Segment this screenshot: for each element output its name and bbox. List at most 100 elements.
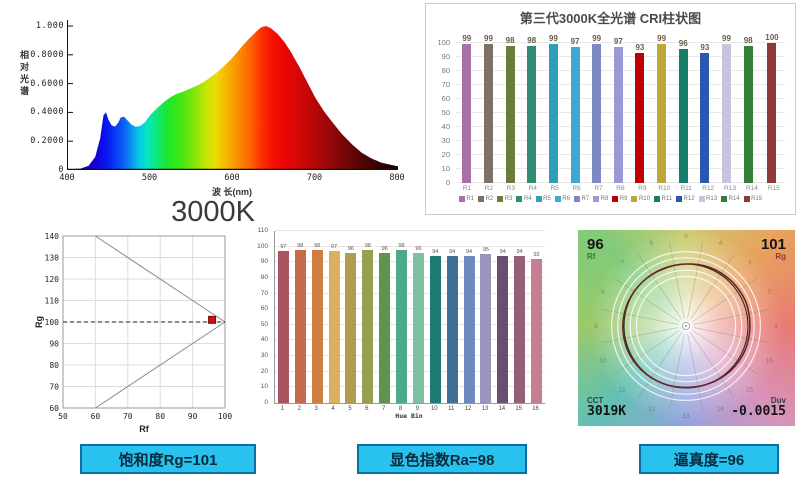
bar bbox=[613, 47, 623, 183]
hue-bin-spoke bbox=[614, 330, 680, 375]
lcf-y-ticks: 0 10 20 30 40 50 60 70 80 90 100 110 bbox=[253, 227, 271, 406]
y-tick-label: 1.000 bbox=[35, 21, 64, 31]
bar-value-label: 99 bbox=[657, 34, 667, 44]
hue-bin-number: 16 bbox=[766, 357, 774, 364]
bar-value-label: 98 bbox=[527, 35, 537, 45]
legend-item: R4 bbox=[516, 196, 532, 202]
bar-column: 98 bbox=[311, 243, 323, 403]
legend-label: R13 bbox=[706, 196, 718, 202]
scale-ring bbox=[617, 257, 755, 395]
bar-column: 96 bbox=[345, 245, 357, 403]
cct-readout: CCT 3019K bbox=[587, 395, 626, 419]
gridline bbox=[275, 323, 545, 325]
hue-bin-spoke bbox=[692, 330, 758, 375]
x-tick-label: 70 bbox=[123, 412, 133, 421]
hue-bin-spoke bbox=[693, 308, 771, 325]
bar bbox=[379, 252, 391, 403]
hue-bin-number: 10 bbox=[599, 357, 607, 364]
hue-bin-number: 4 bbox=[719, 240, 723, 247]
y-axis-label: Rg bbox=[34, 316, 44, 328]
bar-value-label: 99 bbox=[592, 34, 602, 44]
rg-label: Rg bbox=[775, 251, 786, 261]
bar bbox=[480, 254, 492, 403]
bar-column: 99 bbox=[462, 34, 472, 183]
x-tick-label: R3 bbox=[506, 185, 515, 192]
hue-bin-number: 12 bbox=[648, 406, 656, 413]
y-tick-label: 130 bbox=[45, 254, 60, 263]
cri-chart-title: 第三代3000K全光谱 CRI柱状图 bbox=[519, 11, 702, 26]
x-tick-label: R11 bbox=[680, 185, 692, 192]
legend-label: R9 bbox=[619, 196, 628, 202]
bar-column: 98 bbox=[505, 36, 515, 183]
spectrum-chart: 相对光谱 0 0.2000 0.4000 0.6000 0.8000 1.000 400 5… bbox=[12, 6, 414, 228]
bar-value-label: 96 bbox=[347, 245, 354, 252]
bar-value-label: 99 bbox=[462, 34, 472, 44]
rf-rg-scatter-chart: 60 70 80 90 100 110 120 130 140 50 60 70 80 90 100 Rg Rf bbox=[33, 230, 241, 438]
cri-plot-body: 0 10 20 30 40 50 60 70 80 90 100 99 99 98 98 99 97 99 97 9… bbox=[437, 33, 785, 187]
y-tick-label: 0 bbox=[58, 165, 64, 175]
rf-readout: 96 Rf bbox=[587, 237, 604, 261]
x-tick-label: R6 bbox=[572, 185, 581, 192]
lcf-plot-area: 0 10 20 30 40 50 60 70 80 90 100 110 97 98 98 97 96 98 96… bbox=[257, 227, 545, 406]
bar bbox=[570, 47, 580, 183]
legend-swatch bbox=[721, 196, 728, 202]
bar bbox=[514, 256, 526, 403]
gridline bbox=[275, 370, 545, 372]
y-tick-label: 40 bbox=[260, 336, 268, 344]
hue-bin-spoke bbox=[668, 241, 685, 319]
spectrum-area bbox=[68, 26, 398, 170]
bar bbox=[362, 249, 374, 403]
y-tick-label: 110 bbox=[257, 227, 268, 234]
bar-column: 97 bbox=[613, 37, 623, 183]
bar-column: 92 bbox=[531, 252, 543, 403]
x-tick-label: 50 bbox=[58, 412, 68, 421]
lcf-x-labels: 1 2 3 4 5 6 7 8 9 10 11 12 13 14 15 16 bbox=[274, 406, 544, 412]
caption-fidelity: 逼真度=96 bbox=[639, 444, 779, 474]
scale-ring bbox=[629, 269, 743, 383]
cri-plot-area: 0 10 20 30 40 50 60 70 80 90 100 99 99 98 98 99 97 99 97 9… bbox=[437, 33, 785, 187]
hue-bin-number: 5 bbox=[684, 233, 688, 240]
bar bbox=[722, 44, 731, 183]
gridline bbox=[275, 261, 545, 263]
legend-item: R8 bbox=[593, 196, 608, 202]
legend-swatch bbox=[676, 196, 683, 202]
y-tick-label: 140 bbox=[45, 232, 60, 241]
spectrum-curve-svg bbox=[68, 25, 398, 170]
x-tick-label: R2 bbox=[484, 185, 494, 192]
hue-bin-spoke bbox=[637, 332, 682, 398]
hue-bin-number: 13 bbox=[682, 413, 690, 420]
hue-bin-spoke bbox=[687, 333, 704, 411]
bar-column: 95 bbox=[480, 247, 492, 403]
y-tick-label: 100 bbox=[257, 242, 268, 250]
bar bbox=[743, 45, 753, 183]
cct-label: CCT bbox=[587, 395, 604, 405]
bar bbox=[767, 43, 777, 183]
legend-item: R11 bbox=[653, 196, 672, 202]
bar bbox=[446, 256, 458, 403]
legend-label: R5 bbox=[543, 196, 551, 202]
legend-item: R7 bbox=[573, 196, 589, 202]
y-tick-label: 50 bbox=[441, 108, 450, 117]
bar-value-label: 94 bbox=[466, 249, 473, 256]
x-tick-label: 13 bbox=[481, 406, 489, 412]
cri-legend: R1 R2 R3 R4 R5 R6 R7 R8 R9 R10 R11 R12 R13 R14 R15 bbox=[426, 196, 795, 202]
scale-ring bbox=[635, 275, 737, 377]
x-tick-label: 5 bbox=[348, 406, 352, 412]
y-tick-label: 70 bbox=[49, 383, 59, 392]
bar bbox=[678, 48, 688, 183]
rf-label: Rf bbox=[587, 251, 596, 261]
bar bbox=[505, 45, 515, 183]
y-tick-label: 60 bbox=[49, 404, 59, 413]
hue-bin-number: 14 bbox=[717, 406, 725, 413]
y-tick-label: 20 bbox=[441, 150, 450, 159]
hue-bin-spoke bbox=[693, 327, 771, 344]
x-tick-label: R13 bbox=[724, 185, 736, 192]
caption-rg-saturation: 饱和度Rg=101 bbox=[80, 444, 256, 474]
spectrum-x-ticks: 400 500 600 700 800 bbox=[59, 173, 404, 183]
legend-label: R15 bbox=[751, 196, 763, 202]
x-tick-label: R12 bbox=[702, 185, 715, 192]
bar-column: 97 bbox=[570, 37, 580, 183]
caption-ra-cri: 显色指数Ra=98 bbox=[357, 444, 527, 474]
